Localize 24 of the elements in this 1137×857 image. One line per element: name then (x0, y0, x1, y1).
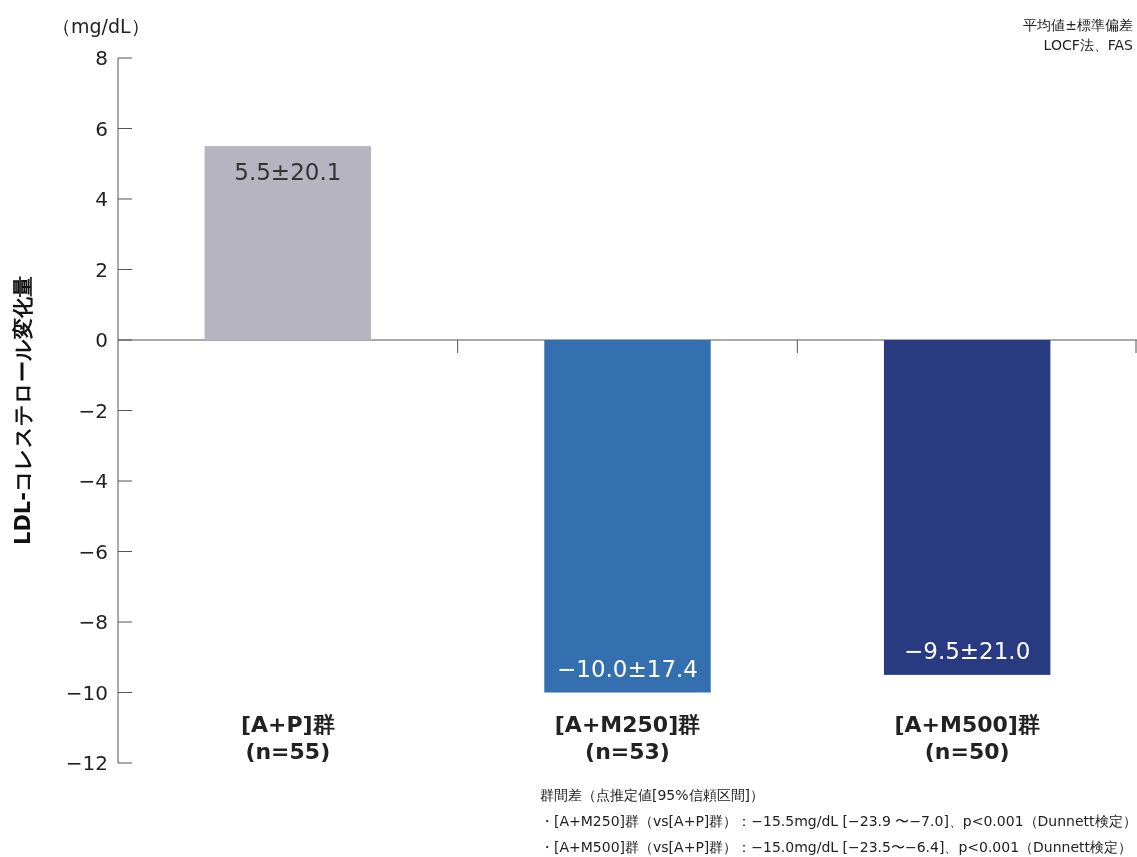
text: LOCF法、FAS (1043, 37, 1134, 53)
text: ・[A+M500]群（vs[A+P]群）：−15.0mg/dL [−23.5〜−6.4]、p<0.001（Dunnett検定） (540, 839, 1133, 855)
y-tick-label: −8 (78, 610, 108, 634)
y-tick-label: 4 (95, 187, 108, 211)
x-tick-label: [A+P]群 (n=55) (240, 712, 335, 764)
data-label: −10.0±17.4 (557, 655, 698, 682)
y-tick-label: 6 (95, 116, 108, 141)
data-label: −9.5±21.0 (903, 637, 1031, 664)
y-tick-label: −2 (78, 398, 108, 423)
y-tick-label: −4 (78, 469, 108, 493)
y-tick-label: −10 (65, 680, 108, 705)
y-tick-label: 0 (95, 328, 108, 352)
text: 平均値±標準偏差 (1023, 17, 1133, 33)
y-tick-label: −12 (65, 751, 108, 775)
text: ・[A+M250]群（vs[A+P]群）：−15.5mg/dL [−23.9 〜−7.0]、p<0.001（Dunnett検定） (540, 813, 1137, 829)
text: （mg/dL） (52, 15, 150, 37)
x-tick-label: [A+M250]群 (n=53) (554, 712, 701, 764)
data-label: 5.5±20.1 (234, 159, 342, 186)
x-tick-label: [A+M500]群 (n=50) (894, 712, 1040, 764)
text: 群間差（点推定値[95%信頼区間]） (540, 787, 765, 803)
y-tick-label: 2 (95, 257, 108, 282)
y-axis-title: LDL-コレステロール変化量 (11, 276, 35, 545)
y-tick-label: 8 (95, 46, 108, 70)
y-tick-label: −6 (78, 539, 108, 564)
